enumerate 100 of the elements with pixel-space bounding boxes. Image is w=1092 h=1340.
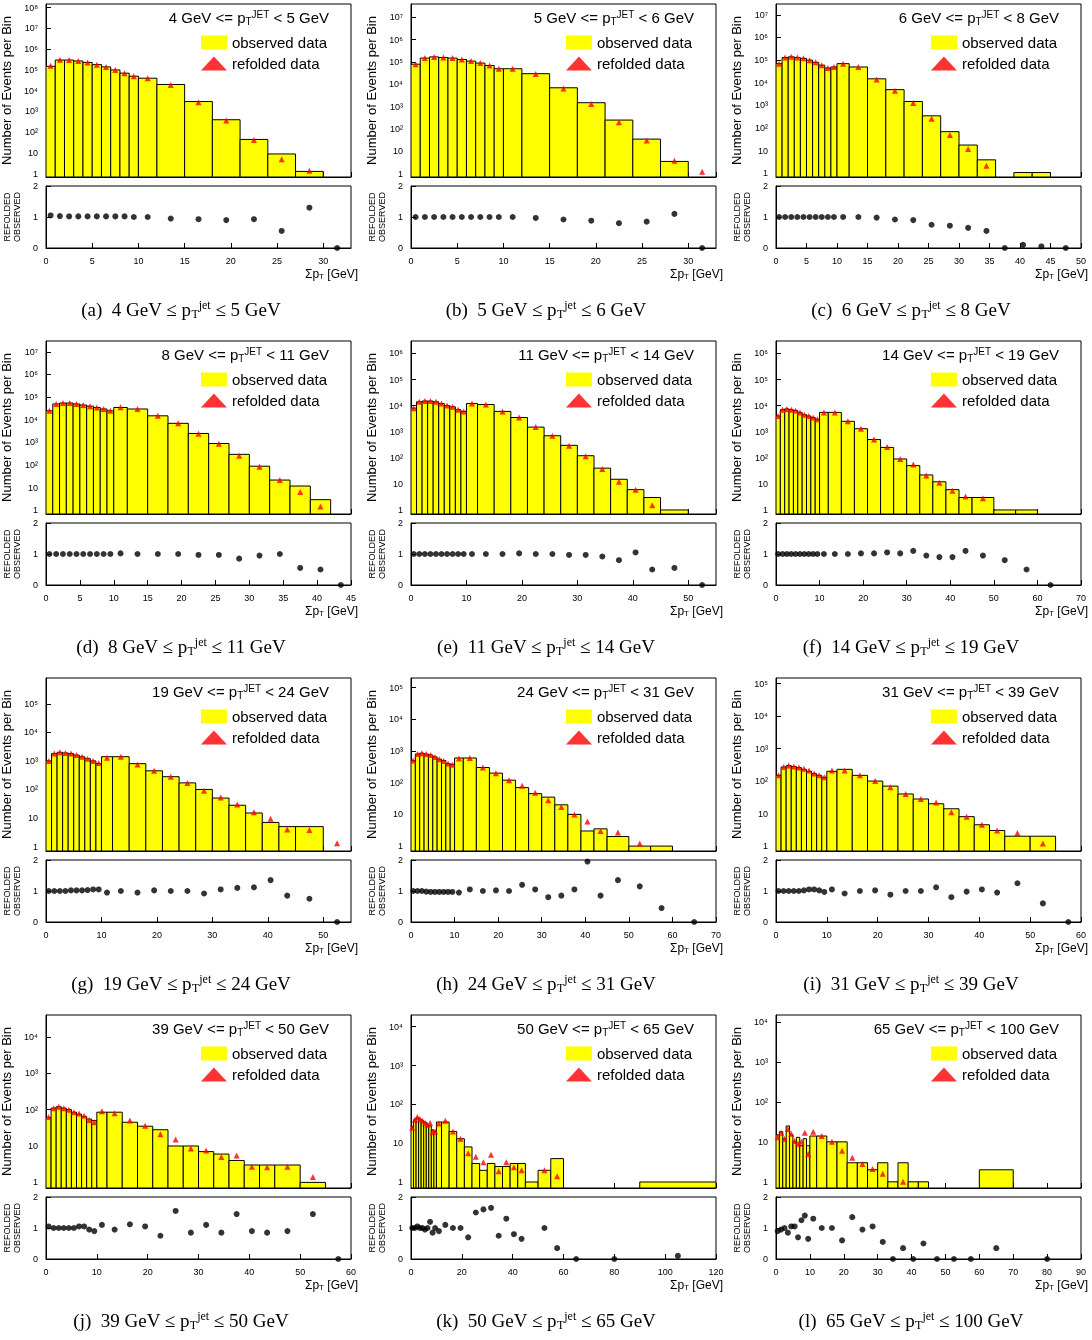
point (776, 60, 783, 67)
point (87, 403, 94, 410)
point (948, 894, 955, 901)
point (215, 440, 222, 447)
point (857, 425, 864, 432)
y-tick-label: 10⁴ (754, 711, 769, 722)
y-tick-label: 10 (392, 809, 403, 820)
point (73, 551, 80, 557)
y-tick-label: 10³ (754, 426, 768, 437)
point (250, 137, 257, 144)
y-tick-label: 10⁴ (754, 1017, 769, 1028)
point (495, 65, 502, 72)
y-tick-label: 10³ (389, 1060, 403, 1071)
point (56, 888, 63, 894)
y-tick-label: 10² (754, 1096, 768, 1107)
point (532, 789, 539, 796)
point (80, 551, 87, 557)
y-tick-label: 0 (397, 243, 403, 253)
point (1065, 919, 1072, 925)
point (112, 213, 119, 220)
x-tick-label: 0 (408, 592, 414, 603)
point (47, 62, 54, 69)
y-tick-label: 10 (757, 1136, 768, 1147)
point (949, 487, 956, 494)
point (830, 214, 837, 220)
point (649, 566, 656, 573)
point (828, 1138, 835, 1145)
point (84, 755, 91, 762)
point (541, 1225, 548, 1231)
point (482, 401, 489, 408)
x-tick-label: 10 (821, 929, 832, 940)
x-tick-label: 0 (773, 255, 779, 266)
point (104, 754, 110, 761)
y-tick-label: 10⁴ (389, 714, 404, 725)
point (614, 829, 621, 836)
point (806, 767, 813, 774)
point (859, 1226, 866, 1233)
point (218, 1153, 225, 1160)
y-tick-label: 10 (757, 145, 768, 156)
y-tick-label: 2 (397, 1192, 403, 1202)
x-tick-label: 30 (683, 255, 694, 266)
x-tick-label: 30 (207, 929, 218, 940)
point (597, 827, 604, 834)
point (435, 1228, 442, 1235)
y-tick-label: 10³ (754, 743, 768, 754)
x-axis-title: ΣpT [GeV] (305, 941, 358, 956)
point (100, 406, 107, 412)
point (841, 890, 848, 897)
point (187, 1145, 194, 1152)
x-tick-label: 5 (77, 592, 83, 603)
y-tick-label: 1 (762, 168, 768, 179)
point (584, 858, 591, 865)
point (469, 400, 475, 407)
y-tick-label: 0 (32, 1254, 38, 1264)
y-tick-label: 10 (757, 478, 768, 489)
point (267, 815, 274, 822)
point (449, 1225, 456, 1231)
point (571, 886, 578, 893)
x-tick-label: 10 (498, 255, 509, 266)
x-tick-label: 0 (43, 255, 49, 266)
x-tick-label: 120 (708, 1266, 724, 1277)
y-tick-label: 1 (32, 1177, 38, 1188)
point (107, 407, 114, 414)
point (950, 1256, 957, 1262)
point (416, 551, 423, 557)
point (800, 887, 807, 894)
point (250, 809, 257, 816)
x-tick-label: 15 (544, 255, 555, 266)
x-axis-title: ΣpT [GeV] (1035, 941, 1088, 956)
x-tick-label: 40 (974, 929, 985, 940)
x-tick-label: 0 (43, 1266, 49, 1277)
point (492, 887, 499, 894)
legend-label: refolded data (961, 55, 1051, 72)
point (978, 821, 985, 828)
point (900, 1245, 907, 1252)
point (65, 1225, 72, 1231)
point (775, 413, 782, 419)
point (978, 886, 985, 893)
x-tick-label: 40 (244, 1266, 255, 1277)
point (479, 764, 486, 771)
x-tick-label: 40 (1014, 255, 1026, 266)
y-tick-label: 0 (762, 243, 768, 253)
legend-label: refolded data (231, 1066, 321, 1083)
point (1020, 241, 1027, 248)
point (1023, 566, 1030, 573)
point (948, 809, 955, 816)
point (810, 551, 817, 557)
x-axis-title: ΣpT [GeV] (305, 267, 358, 282)
x-tick-label: 30 (536, 929, 547, 940)
point (468, 214, 475, 220)
x-tick-label: 10 (133, 255, 144, 266)
y-axis-title: Number of Events per Bin (364, 16, 380, 165)
y-tick-label: 10⁷ (24, 346, 38, 357)
x-tick-label: 70 (1008, 1266, 1019, 1277)
point (841, 767, 848, 774)
y-tick-label: 10⁷ (24, 23, 38, 34)
x-tick-label: 30 (244, 592, 255, 603)
point (421, 551, 428, 557)
y-tick-label: 10 (757, 808, 768, 819)
point (306, 827, 313, 834)
